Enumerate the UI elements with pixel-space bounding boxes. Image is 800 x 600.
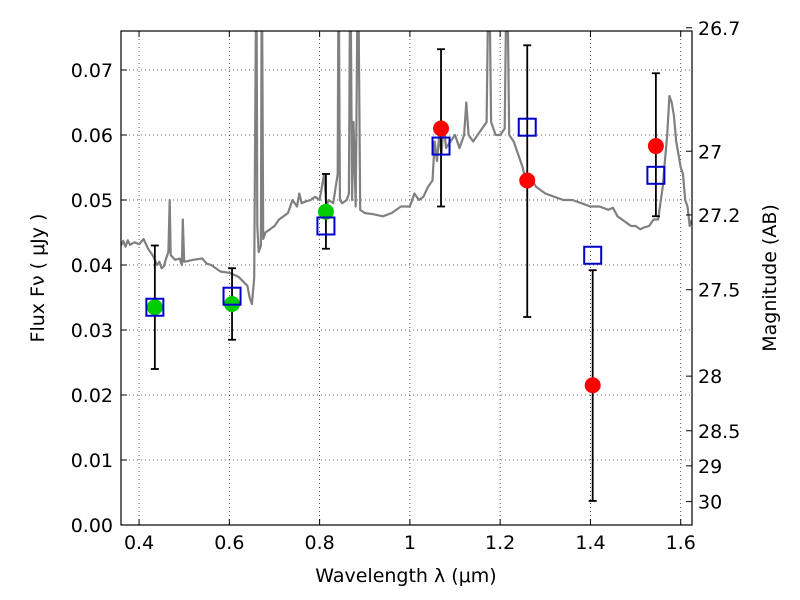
data-point-square [431,136,451,156]
y2-tick-label: 28.5 [698,421,740,443]
data-point-square [646,165,666,185]
y2-tick-label: 27.5 [698,280,740,302]
x-tick-label: 0.8 [304,532,334,554]
y2-tick-label: 29 [698,456,722,478]
y2-tick-label: 27.2 [698,205,740,227]
y2-tick-label: 28 [698,366,722,388]
x-axis-label: Wavelength λ (μm) [315,565,496,587]
y2-tick-label: 27 [698,141,722,163]
data-point-square [583,245,603,265]
data-point-circle [433,120,450,137]
x-tick-label: 1.4 [575,532,605,554]
data-point-circle [647,138,664,155]
data-point-circle [317,203,334,220]
y2-tick-label: 30 [698,492,722,514]
model-spectrum-line [121,31,692,306]
y-tick-label: 0.02 [71,385,113,407]
y-tick-label: 0.05 [71,190,113,212]
data-point-circle [519,172,536,189]
grid-lines [121,31,692,526]
plot-frame [120,30,693,526]
tick-labels: 0.4 0.6 0.8 1 1.2 1.4 1.6 0.00 0.01 0.02 0.03 0.04 0… [71,18,741,554]
data-point-circle [584,377,601,394]
model-spectrum-layer [121,31,692,306]
y2-tick-label: 26.7 [698,18,740,40]
data-point-square [517,117,537,137]
x-tick-label: 0.6 [214,532,244,554]
data-point-square [222,286,242,306]
axis-ticks [121,27,692,526]
y-tick-label: 0.00 [71,515,113,537]
y-tick-label: 0.07 [71,60,113,82]
y-tick-label: 0.06 [71,125,113,147]
x-tick-label: 1.2 [485,532,515,554]
data-point-square [316,216,336,236]
data-point-circle [146,299,163,316]
x-tick-label: 0.4 [124,532,154,554]
y-tick-label: 0.04 [71,255,113,277]
y-axis-label: Flux Fν ( μJy ) [27,214,49,343]
x-tick-label: 1 [404,532,416,554]
data-markers [145,117,666,394]
x-tick-label: 1.6 [666,532,696,554]
data-point-square [145,297,165,317]
y-tick-label: 0.03 [71,320,113,342]
y2-axis-label: Magnitude (AB) [759,204,781,352]
y-tick-label: 0.01 [71,450,113,472]
